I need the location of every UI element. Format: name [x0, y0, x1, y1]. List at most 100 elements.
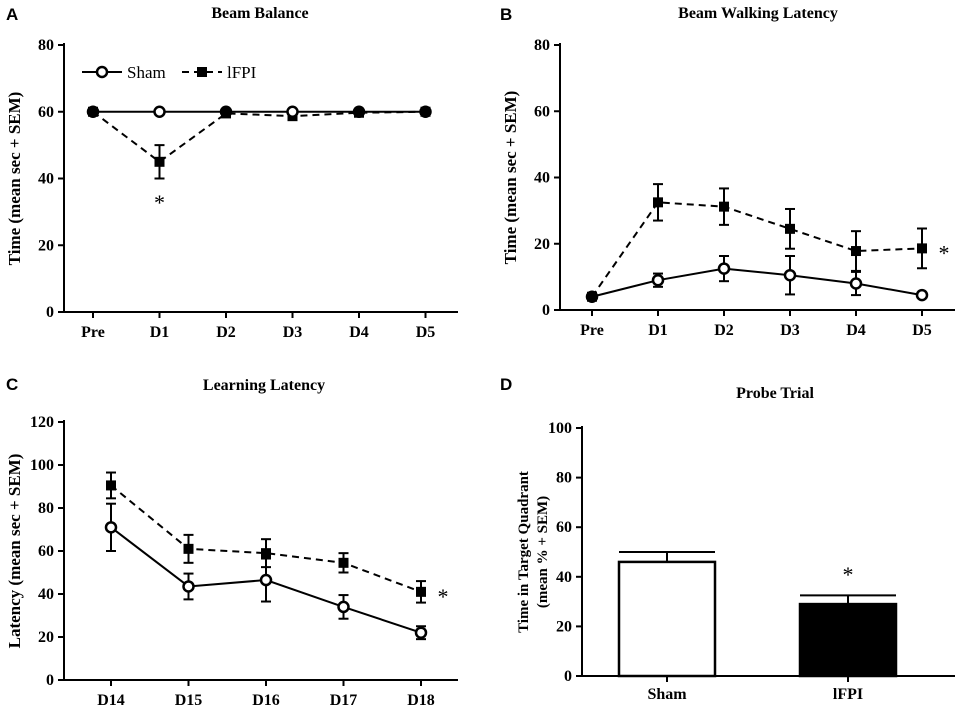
- point-learning-latency-sham-D17: [337, 600, 350, 614]
- y-tick-label-probe-trial-100: 100: [548, 420, 572, 437]
- x-tick-label-learning-latency-D17: D17: [330, 692, 358, 709]
- y-tick-label-beam-walking-20: 20: [534, 236, 550, 253]
- x-tick-label-probe-trial-lfpi: lFPI: [833, 686, 863, 703]
- series-line-beam-balance-lfpi: [92, 110, 426, 164]
- point-beam-walking-sham-D2: [717, 262, 731, 275]
- legend-marker-lfpi: [197, 67, 207, 77]
- x-tick-label-beam-balance-D4: D4: [349, 324, 369, 341]
- x-tick-label-learning-latency-D15: D15: [175, 692, 203, 709]
- x-tick-label-beam-balance-D2: D2: [216, 324, 236, 341]
- series-line-beam-walking-lfpi: [591, 201, 923, 298]
- y-tick-label-probe-trial-0: 0: [564, 668, 572, 685]
- series-line-learning-latency-lfpi: [110, 484, 422, 593]
- significance-star-beam-balance-0: *: [154, 190, 165, 215]
- y-tick-label-learning-latency-80: 80: [38, 500, 54, 517]
- x-tick-label-beam-walking-D2: D2: [714, 322, 734, 339]
- x-tick-label-learning-latency-D18: D18: [407, 692, 435, 709]
- x-tick-label-beam-walking-Pre: Pre: [580, 322, 604, 339]
- y-tick-label-probe-trial-60: 60: [556, 519, 572, 536]
- panel-label-a: A: [6, 5, 18, 24]
- point-beam-balance-lfpi-D1: [154, 156, 165, 167]
- point-beam-walking-lfpi-D2: [719, 201, 729, 212]
- panel-beam-balance: 0 20 40 60 80 Beam Balance Pre D1 D2 D3 D4 D5 Time (…: [5, 5, 458, 341]
- x-tick-label-probe-trial-sham: Sham: [647, 686, 687, 703]
- series-line-beam-walking-sham: [591, 267, 923, 298]
- point-learning-latency-lfpi-D16: [261, 548, 271, 559]
- x-tick-label-beam-balance-D3: D3: [283, 324, 303, 341]
- x-tick-label-beam-balance-D1: D1: [150, 324, 170, 341]
- x-tick-label-learning-latency-D14: D14: [97, 692, 125, 709]
- point-learning-latency-sham-D16: [259, 573, 273, 587]
- point-overlap-beam-balance-D5: [419, 105, 432, 118]
- y-tick-label-beam-balance-40: 40: [38, 171, 54, 188]
- y-tick-label-probe-trial-20: 20: [556, 618, 572, 635]
- y-tick-label-learning-latency-120: 120: [30, 414, 54, 431]
- panel-label-d: D: [500, 375, 512, 394]
- y-tick-label-probe-trial-40: 40: [556, 569, 572, 586]
- significance-star-beam-walking-0: *: [939, 240, 950, 265]
- point-learning-latency-lfpi-D15: [183, 543, 194, 554]
- point-beam-walking-sham-D3: [783, 268, 797, 282]
- bar-probe-trial-lfpi: [798, 602, 898, 678]
- y-tick-label-beam-balance-20: 20: [38, 237, 54, 254]
- point-learning-latency-lfpi-D17: [338, 557, 349, 568]
- y-tick-label-learning-latency-0: 0: [46, 672, 54, 689]
- chart-title-learning-latency: Learning Latency: [203, 377, 325, 394]
- legend-marker-sham: [95, 65, 109, 79]
- point-learning-latency-lfpi-D18: [416, 586, 426, 597]
- point-beam-walking-lfpi-D4: [851, 246, 861, 257]
- y-tick-label-learning-latency-100: 100: [30, 457, 54, 474]
- x-tick-label-beam-walking-D1: D1: [648, 322, 668, 339]
- y-tick-label-learning-latency-60: 60: [38, 543, 54, 560]
- point-learning-latency-sham-D14: [104, 521, 118, 534]
- x-tick-label-beam-balance-Pre: Pre: [81, 324, 105, 341]
- y-axis-label-probe-trial: Time in Target Quadrant (mean % + SEM): [516, 471, 551, 633]
- point-beam-walking-sham-D5: [915, 288, 929, 302]
- panel-beam-walking-latency: 0 20 40 60 80 Beam Walking Latency Pre D1 D2 D3 D4…: [501, 5, 955, 339]
- y-tick-label-beam-walking-0: 0: [542, 302, 550, 319]
- y-tick-label-beam-walking-80: 80: [534, 37, 550, 54]
- chart-title-beam-balance: Beam Balance: [211, 5, 308, 22]
- y-tick-label-probe-trial-80: 80: [556, 470, 572, 487]
- point-overlap-beam-walking-Pre: [586, 290, 598, 303]
- point-overlap-beam-balance-D2: [220, 105, 232, 118]
- point-overlap-beam-balance-Pre: [87, 105, 99, 118]
- point-learning-latency-lfpi-D14: [106, 480, 116, 491]
- point-beam-walking-sham-D4: [849, 277, 863, 290]
- y-axis-label-beam-walking: Time (mean sec + SEM): [501, 91, 520, 265]
- point-beam-walking-lfpi-D1: [653, 197, 663, 208]
- chart-title-beam-walking: Beam Walking Latency: [678, 5, 838, 22]
- x-tick-label-beam-walking-D5: D5: [912, 322, 932, 339]
- y-tick-label-beam-balance-60: 60: [38, 104, 54, 121]
- point-learning-latency-sham-D18: [414, 626, 428, 639]
- y-axis-label-beam-balance: Time (mean sec + SEM): [5, 92, 24, 266]
- y-axis-label-line-1: (mean % + SEM): [535, 496, 551, 608]
- y-axis-label-line-0: Time in Target Quadrant: [516, 471, 532, 633]
- point-beam-walking-lfpi-D5: [917, 243, 927, 254]
- x-tick-label-beam-walking-D4: D4: [846, 322, 866, 339]
- point-overlap-beam-balance-D4: [353, 105, 365, 118]
- point-beam-walking-lfpi-D3: [785, 223, 795, 234]
- significance-star-probe-trial-0: *: [843, 562, 854, 587]
- panel-label-c: C: [6, 375, 18, 394]
- panel-learning-latency: 0 20 40 60 80 100 120 Learning Latency D14 D15 D16…: [5, 377, 458, 709]
- point-learning-latency-sham-D15: [182, 580, 195, 593]
- legend-label-lfpi: lFPI: [227, 63, 257, 82]
- panel-probe-trial: 0 20 40 60 80 100 Probe Trial Time in Target Qu…: [516, 385, 955, 703]
- y-tick-label-beam-walking-40: 40: [534, 170, 550, 187]
- x-tick-label-beam-balance-D5: D5: [416, 324, 436, 341]
- point-beam-balance-sham-D3: [286, 105, 299, 118]
- y-axis-label-learning-latency: Latency (mean sec + SEM): [5, 454, 24, 649]
- y-tick-label-learning-latency-20: 20: [38, 629, 54, 646]
- point-beam-walking-sham-D1: [651, 273, 665, 287]
- y-tick-label-beam-balance-0: 0: [46, 304, 54, 321]
- y-tick-label-learning-latency-40: 40: [38, 586, 54, 603]
- chart-title-probe-trial: Probe Trial: [736, 385, 814, 402]
- panel-label-b: B: [500, 5, 512, 24]
- point-beam-balance-sham-D1: [153, 105, 166, 118]
- y-tick-label-beam-walking-60: 60: [534, 103, 550, 120]
- significance-star-learning-latency-0: *: [438, 584, 449, 609]
- bar-probe-trial-sham: [617, 560, 717, 678]
- x-tick-label-learning-latency-D16: D16: [252, 692, 280, 709]
